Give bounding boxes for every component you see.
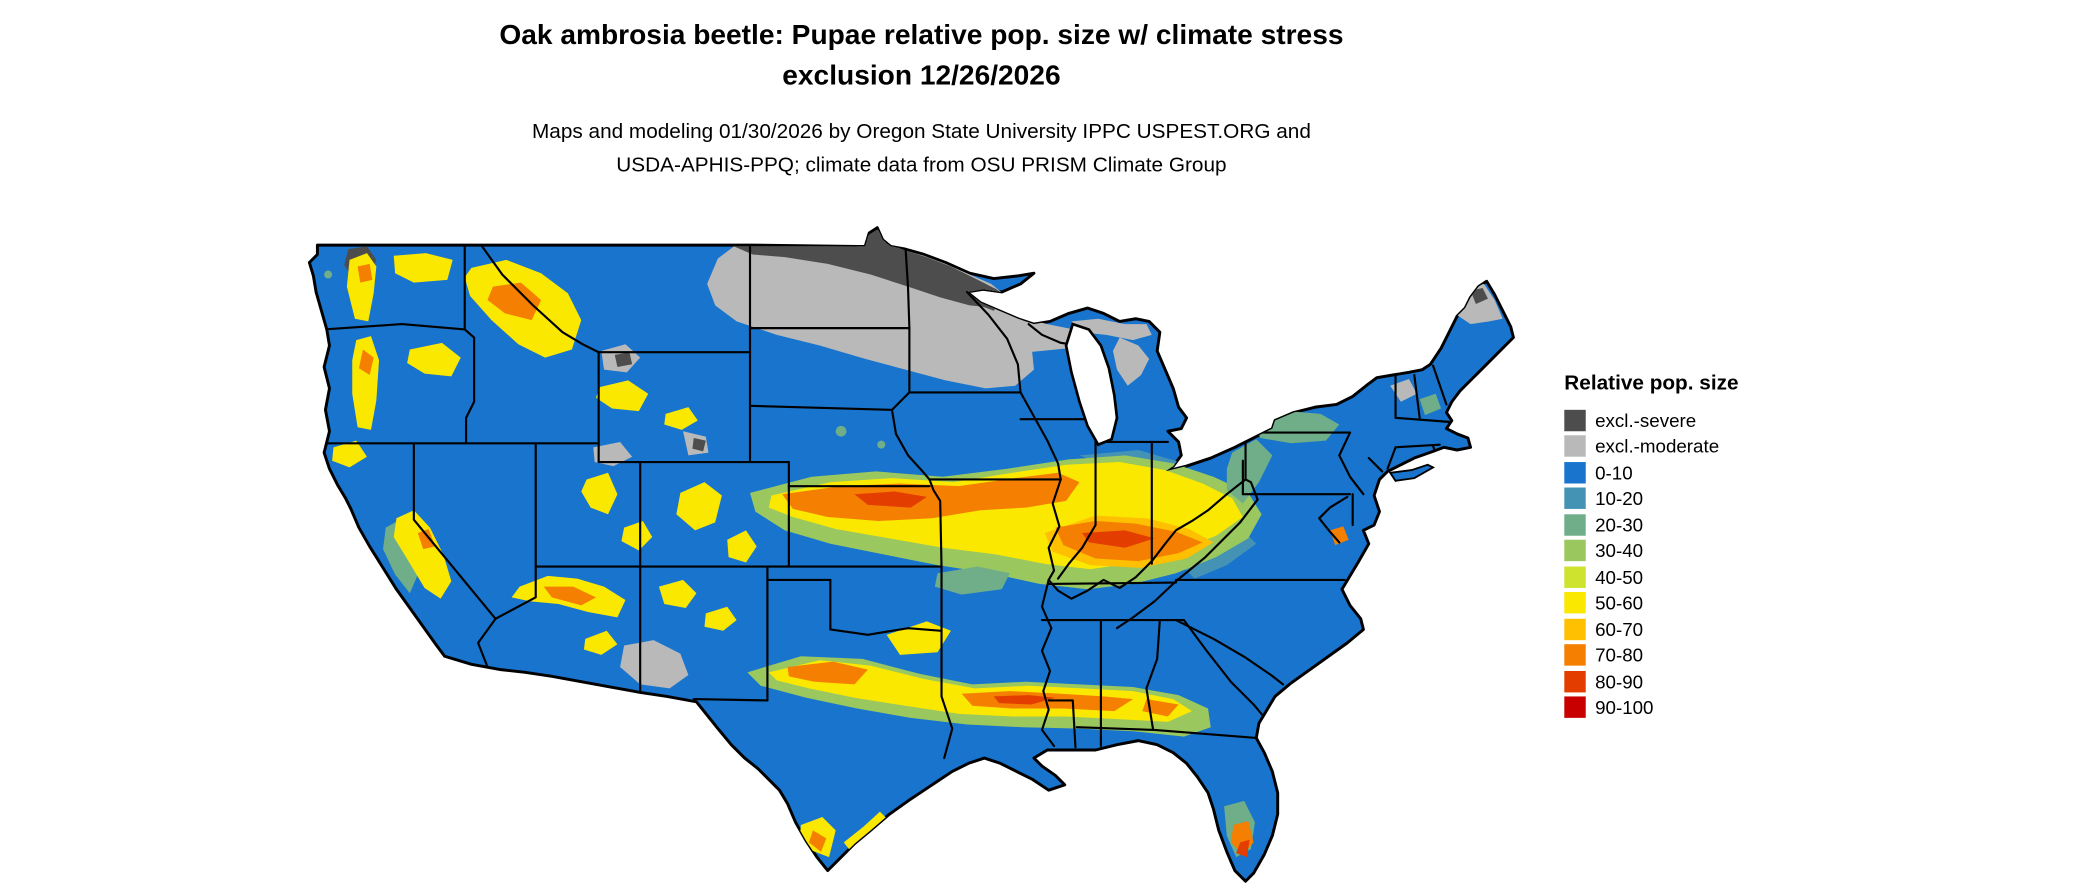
region-moderate-upper-michigan bbox=[1071, 318, 1152, 341]
legend-swatch-70-80 bbox=[1564, 644, 1586, 666]
region-moderate-lower-michigan bbox=[1112, 337, 1150, 386]
legend-label: 40-50 bbox=[1595, 566, 1644, 588]
legend-swatch-0-10 bbox=[1564, 461, 1586, 484]
sierra-green bbox=[383, 520, 418, 594]
speckle bbox=[357, 263, 373, 283]
legend-label: 70-80 bbox=[1595, 644, 1644, 666]
speckle bbox=[581, 472, 618, 515]
texas-tip-orange bbox=[808, 830, 827, 852]
legend-label: 80-90 bbox=[1595, 670, 1644, 693]
region-red bbox=[854, 491, 1250, 858]
legend-swatch-10-20 bbox=[1564, 487, 1586, 510]
legend-swatch-20-30 bbox=[1564, 513, 1586, 536]
speckle bbox=[727, 530, 757, 563]
speckle bbox=[664, 407, 698, 430]
figure-subtitle: Maps and modeling 01/30/2026 by Oregon S… bbox=[0, 115, 1843, 182]
figure-header: Oak ambrosia beetle: Pupae relative pop.… bbox=[0, 16, 1843, 182]
legend-item: 20-30 bbox=[1564, 512, 1738, 538]
legend-label: excl.-severe bbox=[1595, 409, 1697, 431]
legend-item: 30-40 bbox=[1564, 538, 1738, 564]
figure-subtitle-line2: USDA-APHIS-PPQ; climate data from OSU PR… bbox=[616, 154, 1227, 177]
texas-hill-orange bbox=[787, 661, 868, 685]
legend-label: 60-70 bbox=[1595, 618, 1644, 640]
legend-label: 30-40 bbox=[1595, 540, 1644, 562]
appalachia-green bbox=[1226, 439, 1273, 504]
florida-red-dot bbox=[1236, 839, 1250, 858]
kentucky-red-streak bbox=[1082, 530, 1155, 548]
new-england-green bbox=[1419, 393, 1442, 416]
sierra-yellow bbox=[393, 510, 452, 599]
legend-swatch-80-90 bbox=[1564, 670, 1586, 693]
lake-michigan bbox=[1064, 322, 1119, 447]
region-severe-minnesota bbox=[733, 229, 1010, 309]
speckle bbox=[676, 482, 722, 531]
legend-item: 40-50 bbox=[1564, 564, 1738, 590]
legend-swatch-excl-moderate bbox=[1564, 435, 1586, 458]
legend-item: 80-90 bbox=[1564, 668, 1738, 694]
ozark-green bbox=[934, 566, 1010, 595]
region-moderate-new-england bbox=[1390, 379, 1417, 402]
legend-label: 20-30 bbox=[1595, 513, 1644, 536]
region-moderate-new-mexico bbox=[620, 640, 689, 689]
speckle bbox=[417, 529, 436, 550]
long-island bbox=[1388, 463, 1436, 482]
legend-swatch-30-40 bbox=[1564, 540, 1586, 562]
legend-item: 70-80 bbox=[1564, 642, 1738, 668]
speckle bbox=[595, 380, 649, 412]
figure-title-line2: exclusion 12/26/2026 bbox=[782, 60, 1061, 92]
speckle bbox=[621, 520, 653, 551]
figure-title: Oak ambrosia beetle: Pupae relative pop.… bbox=[0, 16, 1843, 96]
state-borders bbox=[319, 244, 1451, 760]
georgia-orange bbox=[1142, 699, 1179, 717]
legend-item: 50-60 bbox=[1564, 590, 1738, 616]
legend-item: excl.-severe bbox=[1564, 407, 1738, 433]
legend-label: 0-10 bbox=[1595, 461, 1633, 484]
speckle bbox=[658, 579, 697, 609]
chesapeake-orange bbox=[1329, 526, 1349, 546]
figure-subtitle-line1: Maps and modeling 01/30/2026 by Oregon S… bbox=[531, 120, 1311, 144]
speckle bbox=[583, 630, 618, 655]
region-moderate-uinta bbox=[593, 441, 633, 467]
plains-red-streak bbox=[854, 491, 927, 508]
speckle bbox=[835, 425, 847, 437]
legend-label: 90-100 bbox=[1595, 696, 1654, 719]
speckle bbox=[358, 349, 374, 376]
legend-item: 10-20 bbox=[1564, 485, 1738, 511]
legend-item: 60-70 bbox=[1564, 616, 1738, 642]
region-severe-maine bbox=[1470, 287, 1488, 305]
blue-mountains-yellow bbox=[407, 342, 461, 377]
speckle bbox=[1183, 533, 1257, 579]
legend-swatch-90-100 bbox=[1564, 696, 1586, 719]
idaho-orange bbox=[487, 282, 542, 321]
legend-title: Relative pop. size bbox=[1564, 372, 1739, 396]
legend-swatch-excl-severe bbox=[1564, 409, 1586, 431]
figure-title-line1: Oak ambrosia beetle: Pupae relative pop.… bbox=[499, 20, 1344, 51]
speckle bbox=[877, 440, 886, 449]
legend-label: 10-20 bbox=[1595, 487, 1644, 510]
legend: Relative pop. size excl.-severe excl.-mo… bbox=[1564, 372, 1739, 720]
speckle bbox=[324, 270, 333, 279]
legend-item: 90-100 bbox=[1564, 694, 1738, 720]
legend-swatch-60-70 bbox=[1564, 618, 1586, 640]
legend-swatch-40-50 bbox=[1564, 566, 1586, 588]
legend-item: excl.-moderate bbox=[1564, 433, 1738, 459]
speckle bbox=[704, 606, 737, 631]
legend-label: excl.-moderate bbox=[1595, 435, 1720, 458]
speckle bbox=[614, 352, 633, 367]
central-band-orange bbox=[782, 472, 1080, 521]
speckle bbox=[692, 437, 706, 452]
nw-california-yellow bbox=[332, 440, 367, 468]
legend-item: 0-10 bbox=[1564, 459, 1738, 485]
ne-washington-yellow bbox=[393, 253, 453, 283]
legend-label: 50-60 bbox=[1595, 592, 1644, 614]
arizona-orange bbox=[543, 586, 596, 606]
gulf-red-streak bbox=[993, 695, 1056, 705]
legend-swatch-50-60 bbox=[1564, 592, 1586, 614]
